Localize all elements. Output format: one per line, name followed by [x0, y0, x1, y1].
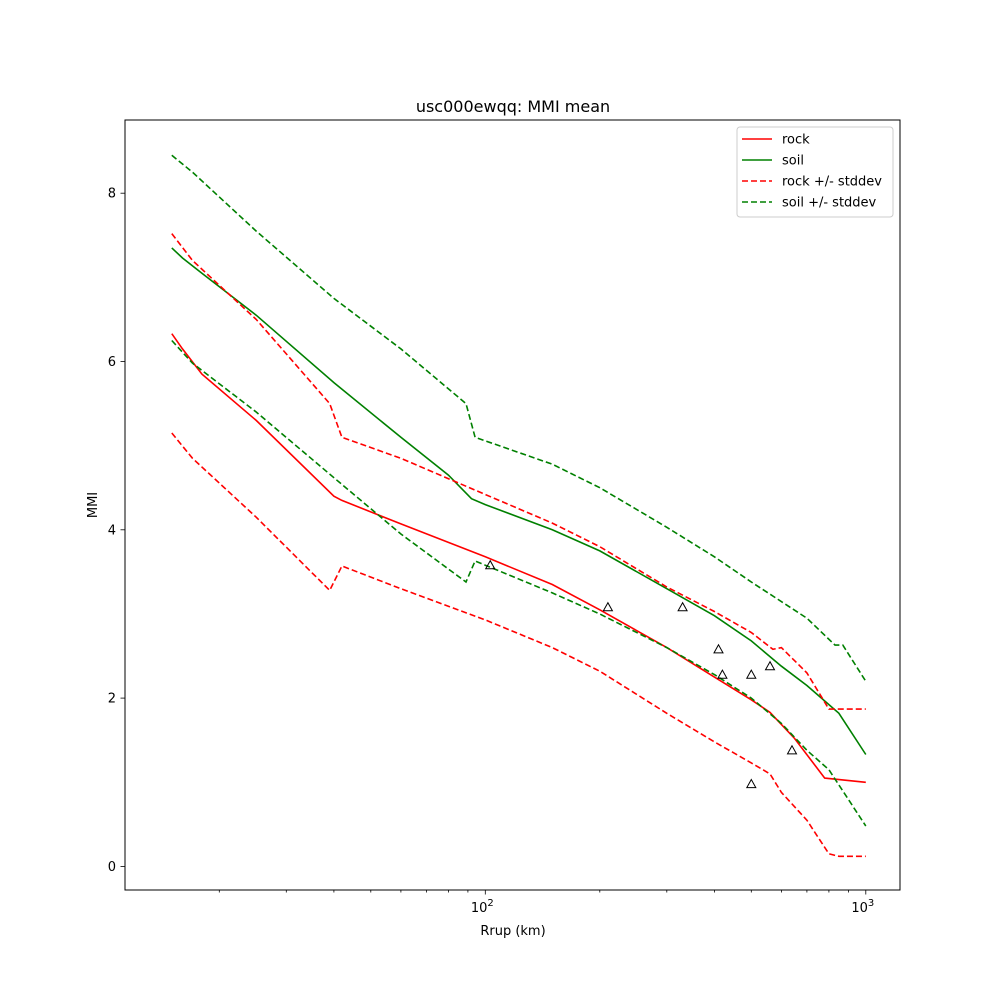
series-line-soil-1 — [171, 247, 867, 755]
x-axis-label: Rrup (km) — [480, 924, 545, 939]
y-tick-label-3: 6 — [108, 355, 116, 370]
y-tick-label-1: 2 — [108, 692, 116, 707]
observation-point-5 — [745, 669, 757, 679]
series-line-rock-pm-stddev-2 — [171, 233, 866, 710]
plot-area — [125, 120, 900, 890]
series-line-soil-pm-stddev-4 — [171, 154, 867, 682]
observation-point-2 — [677, 601, 688, 612]
series-line-rock-pm-stddev-3 — [171, 432, 866, 858]
series-layer — [171, 154, 867, 858]
series-line-soil-pm-stddev-5 — [171, 339, 867, 827]
legend-box — [736, 126, 894, 218]
observation-point-7 — [786, 744, 798, 755]
legend-label-rock: rock — [782, 133, 810, 148]
plot-frame — [124, 119, 901, 891]
legend: rock soil rock +/- stddev soil +/- stddev — [736, 126, 894, 218]
y-axis-ticks: 0 2 4 6 8 — [108, 187, 125, 875]
observation-point-1 — [602, 601, 614, 612]
y-tick-label-4: 8 — [108, 187, 116, 202]
observation-point-0 — [484, 559, 496, 570]
observation-point-8 — [745, 778, 757, 789]
chart-title: usc000ewqq: MMI mean — [416, 97, 610, 116]
observation-point-3 — [713, 643, 724, 654]
observation-layer — [484, 559, 798, 789]
observation-point-6 — [764, 660, 776, 671]
y-tick-label-0: 0 — [108, 860, 116, 875]
observation-point-4 — [717, 669, 728, 679]
legend-label-rock-pm-stddev: rock +/- stddev — [782, 175, 882, 190]
legend-label-soil: soil — [782, 154, 804, 169]
legend-label-soil-pm-stddev: soil +/- stddev — [782, 196, 877, 211]
y-tick-label-2: 4 — [108, 523, 116, 538]
y-axis-label: MMI — [86, 492, 101, 518]
